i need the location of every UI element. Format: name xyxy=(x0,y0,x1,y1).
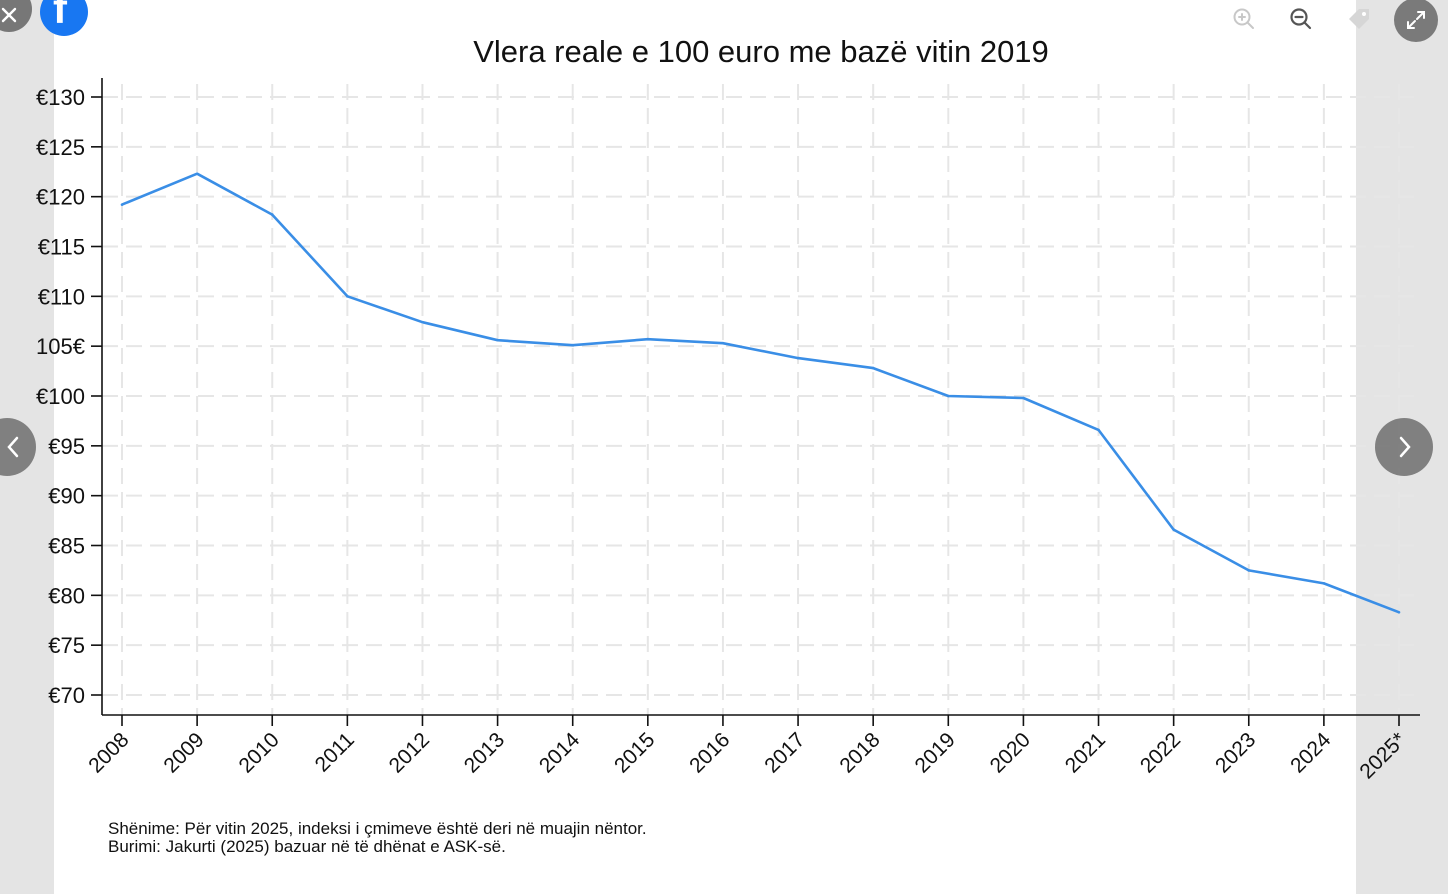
data-point xyxy=(195,172,199,176)
x-tick-label: 2010 xyxy=(234,728,283,777)
y-tick-label: €80 xyxy=(48,583,85,608)
expand-icon xyxy=(1407,11,1425,29)
x-tick-label: 2018 xyxy=(835,728,884,777)
data-point xyxy=(496,338,499,342)
data-point xyxy=(1172,528,1175,531)
zoom-out-button[interactable] xyxy=(1284,2,1318,36)
x-tick-label: 2021 xyxy=(1061,728,1110,777)
y-tick-label: €90 xyxy=(48,484,85,509)
chart-canvas xyxy=(54,0,1356,894)
data-point xyxy=(270,213,274,216)
data-point xyxy=(421,320,424,324)
zoom-in-icon xyxy=(1233,8,1254,29)
x-axis-ticks: 2008 2009 2010 2011 2012 2013 2014 2015 2016 2017… xyxy=(84,715,1411,783)
x-tick-label: 2011 xyxy=(311,728,359,776)
x-tick-label: 2023 xyxy=(1211,728,1260,777)
x-tick-label: 2017 xyxy=(760,728,809,777)
x-tick-label: 2008 xyxy=(84,728,133,777)
y-tick-label: €75 xyxy=(48,633,85,658)
data-point xyxy=(871,366,875,370)
x-tick-label: 2014 xyxy=(535,728,585,778)
tag-button[interactable] xyxy=(1342,2,1376,36)
data-point xyxy=(646,337,650,341)
x-tick-label: 2009 xyxy=(159,728,208,777)
y-tick-label: €120 xyxy=(36,185,85,210)
y-tick-label: €100 xyxy=(36,384,85,409)
facebook-icon: f xyxy=(53,0,67,32)
x-tick-label: 2012 xyxy=(385,728,434,777)
close-icon xyxy=(1,7,17,23)
y-tick-label: €110 xyxy=(38,284,85,309)
x-tick-label: 2016 xyxy=(685,728,734,777)
y-axis-ticks: €130 €125 €120 €115 €110 105€ €100 €95 €90 €85 €80… xyxy=(36,85,102,708)
x-tick-label: 2020 xyxy=(986,728,1035,777)
next-image-button[interactable] xyxy=(1375,418,1433,476)
grid-lines xyxy=(102,84,1420,715)
chart-source: Burimi: Jakurti (2025) bazuar në të dhën… xyxy=(108,837,506,856)
data-point xyxy=(1322,582,1326,585)
x-tick-label: 2013 xyxy=(460,728,509,777)
x-tick-label: 2022 xyxy=(1136,728,1185,777)
chevron-right-icon xyxy=(1399,436,1411,458)
zoom-out-icon xyxy=(1290,8,1312,30)
data-point xyxy=(721,341,725,345)
x-tick-label: 2019 xyxy=(911,728,960,777)
data-point xyxy=(946,394,950,398)
y-tick-label: €115 xyxy=(38,235,85,260)
y-tick-label: 105€ xyxy=(36,334,85,359)
y-tick-label: €130 xyxy=(36,85,85,110)
tag-icon xyxy=(1349,9,1369,29)
data-point xyxy=(120,203,124,206)
data-point xyxy=(571,343,575,347)
chart-note: Shënime: Për vitin 2025, indeksi i çmime… xyxy=(108,819,647,838)
data-point xyxy=(796,356,800,360)
data-point xyxy=(346,295,349,298)
data-point xyxy=(1247,569,1251,572)
zoom-in-button[interactable] xyxy=(1227,2,1261,36)
y-tick-label: €95 xyxy=(48,434,85,459)
x-tick-label: 2024 xyxy=(1286,728,1336,778)
y-tick-label: €125 xyxy=(36,135,85,160)
data-point xyxy=(1397,610,1401,614)
chart-title: Vlera reale e 100 euro me bazë vitin 201… xyxy=(473,34,1049,69)
chevron-left-icon xyxy=(7,436,19,458)
series-layer xyxy=(120,172,1401,614)
x-tick-label: 2025* xyxy=(1355,728,1410,783)
y-tick-label: €85 xyxy=(48,534,85,559)
series-line xyxy=(121,172,1400,614)
x-tick-label: 2015 xyxy=(610,728,659,777)
expand-button[interactable] xyxy=(1394,0,1438,42)
data-point xyxy=(1022,396,1025,400)
y-tick-label: €70 xyxy=(48,683,85,708)
data-point xyxy=(1097,428,1100,432)
